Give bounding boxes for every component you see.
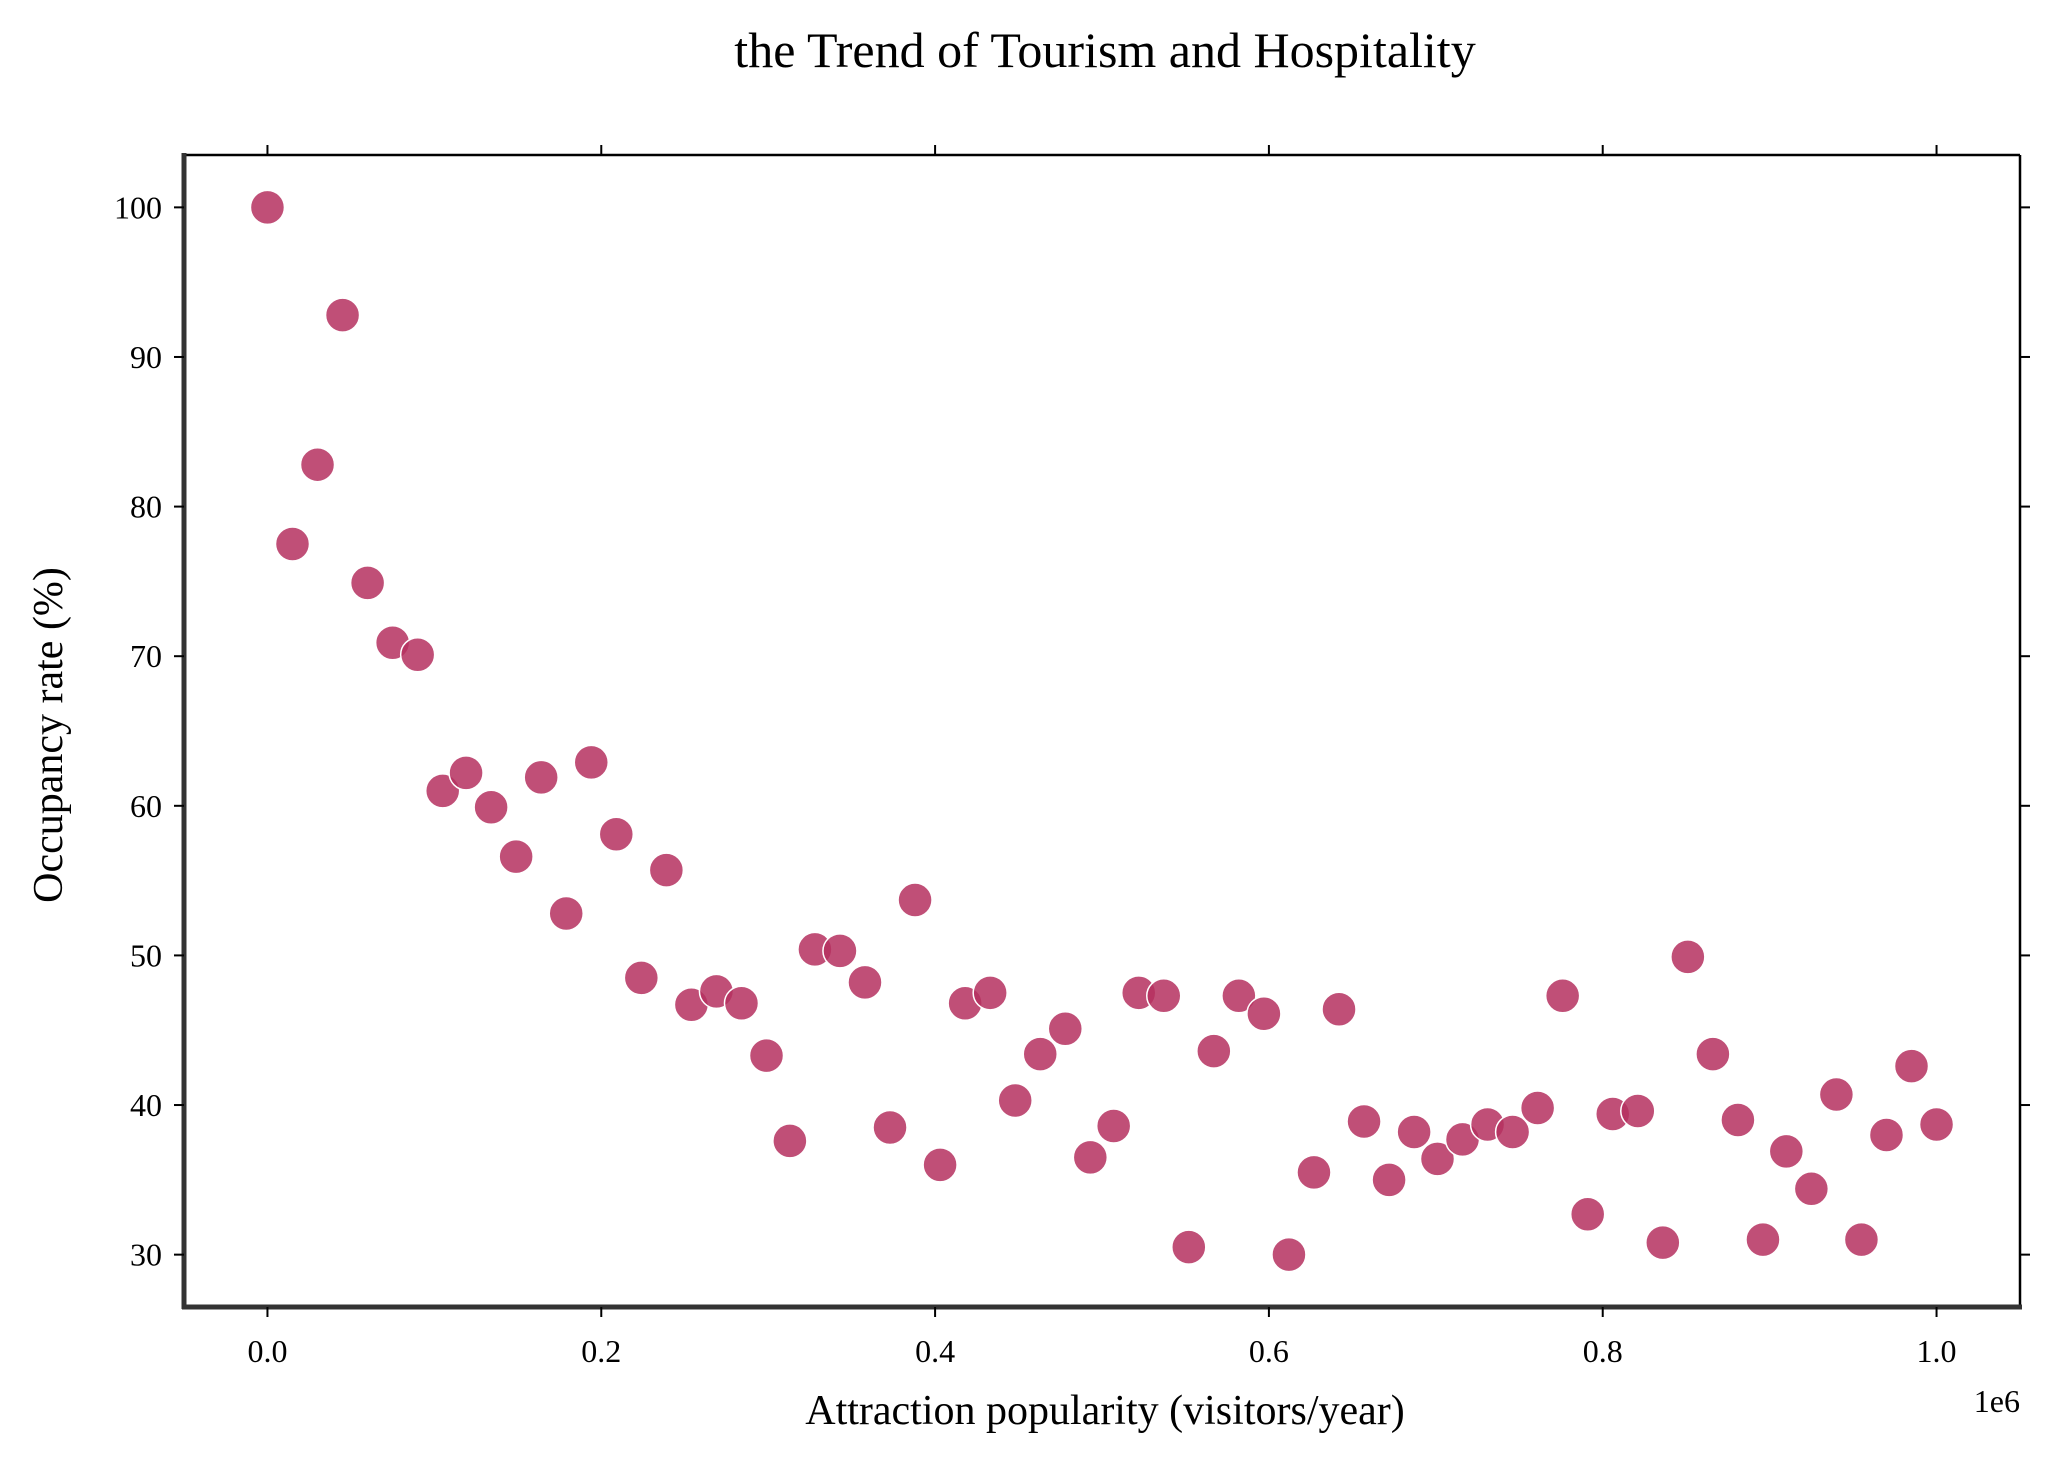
data-point: [1670, 939, 1706, 975]
data-point: [1346, 1103, 1382, 1140]
y-tick-label: 80: [130, 489, 162, 525]
data-point: [897, 882, 933, 918]
data-point: [473, 789, 509, 826]
plot-frame: [181, 153, 2022, 1310]
data-point: [274, 526, 311, 562]
y-axis-label: Occupancy rate (%): [26, 567, 72, 903]
data-point: [1843, 1221, 1880, 1258]
data-point: [1620, 1093, 1656, 1129]
y-tick-label: 70: [130, 638, 162, 674]
data-point: [573, 744, 610, 781]
data-point: [1768, 1133, 1805, 1170]
y-tick-label: 40: [130, 1087, 162, 1123]
data-point: [1196, 1033, 1232, 1069]
x-tick-label: 0.6: [1249, 1333, 1289, 1369]
data-point: [1419, 1141, 1456, 1177]
x-tick-label: 0.4: [915, 1333, 955, 1369]
data-point: [922, 1147, 958, 1183]
data-point: [523, 759, 559, 796]
axis-ticks: 0.0 0.2 0.4 0.6 0.8 1.0 30 40 50 60 70 80 90 100: [114, 145, 2030, 1369]
data-point: [1246, 996, 1282, 1032]
data-point: [623, 960, 660, 996]
data-point: [972, 975, 1008, 1011]
x-tick-label: 0.2: [581, 1333, 621, 1369]
data-point: [1396, 1114, 1432, 1150]
x-tick-label: 1.0: [1917, 1333, 1957, 1369]
data-point: [1271, 1236, 1307, 1273]
data-point: [1494, 1114, 1531, 1150]
data-point: [1793, 1171, 1830, 1207]
data-point: [1818, 1076, 1855, 1113]
y-tick-label: 60: [130, 788, 162, 824]
data-points: [249, 189, 1955, 1273]
data-point: [548, 895, 584, 932]
data-point: [1047, 1010, 1084, 1047]
data-point: [1095, 1108, 1132, 1144]
data-point: [1745, 1221, 1781, 1258]
data-point: [772, 1123, 808, 1159]
data-point: [598, 816, 635, 852]
data-point: [324, 297, 361, 333]
data-point: [847, 964, 883, 1001]
data-point: [997, 1082, 1033, 1119]
data-point: [1022, 1036, 1058, 1072]
x-tick-label: 0.8: [1583, 1333, 1623, 1369]
data-point: [1321, 991, 1357, 1028]
data-point: [498, 838, 534, 875]
data-point: [822, 933, 858, 969]
data-point: [748, 1037, 785, 1074]
data-point: [1519, 1090, 1556, 1126]
data-point: [1544, 978, 1581, 1014]
y-tick-label: 50: [130, 937, 162, 973]
data-point: [1371, 1162, 1407, 1198]
data-point: [1695, 1036, 1731, 1072]
data-point: [1918, 1106, 1955, 1143]
y-tick-label: 100: [114, 189, 162, 225]
data-point: [648, 852, 685, 888]
y-tick-label: 90: [130, 339, 162, 375]
data-point: [1720, 1102, 1756, 1138]
x-tick-label: 0.0: [247, 1333, 287, 1369]
data-point: [299, 446, 336, 483]
data-point: [872, 1109, 908, 1146]
data-point: [448, 755, 484, 791]
data-point: [1221, 978, 1257, 1014]
data-point: [399, 636, 436, 673]
x-axis-label: Attraction popularity (visitors/year): [805, 1388, 1405, 1434]
data-point: [1171, 1229, 1207, 1265]
data-point: [723, 985, 760, 1022]
data-point: [1868, 1117, 1905, 1153]
data-point: [1146, 978, 1182, 1014]
chart-title: the Trend of Tourism and Hospitality: [734, 22, 1475, 78]
x-axis-offset-label: 1e6: [1974, 1383, 2020, 1419]
data-point: [1296, 1154, 1332, 1191]
data-point: [1645, 1224, 1681, 1261]
y-tick-label: 30: [130, 1237, 162, 1273]
data-point: [1893, 1048, 1930, 1084]
data-point: [1072, 1139, 1109, 1176]
data-point: [349, 565, 386, 601]
data-point: [1569, 1196, 1606, 1232]
data-point: [249, 189, 286, 226]
